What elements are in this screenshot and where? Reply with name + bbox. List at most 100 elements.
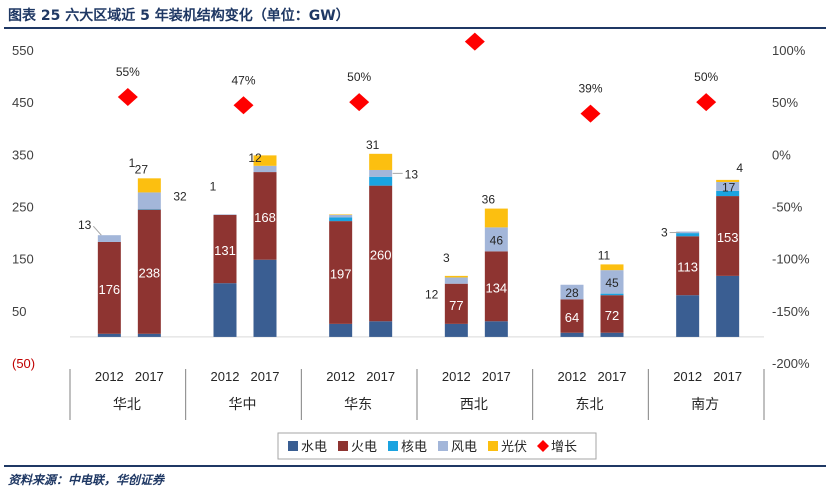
bar-segment-水电	[137, 333, 161, 337]
region-tick-label: 东北	[576, 397, 604, 413]
bar-segment-水电	[369, 321, 393, 337]
bar-data-label: 72	[605, 308, 619, 323]
region-tick-label: 华北	[113, 397, 141, 413]
bar-data-label: 64	[565, 310, 579, 325]
growth-data-label: 55%	[116, 65, 140, 79]
bar-segment-风电	[137, 192, 161, 210]
bar-segment-光伏	[253, 155, 277, 166]
growth-data-label: 50%	[694, 70, 718, 84]
bar-segment-水电	[676, 295, 700, 337]
bar-segment-核电	[369, 176, 393, 186]
bar-data-label: 27	[135, 162, 149, 176]
bar-data-label: 238	[138, 266, 160, 281]
legend-label: 核电	[401, 440, 427, 455]
legend-swatch	[488, 441, 498, 451]
bar-segment-水电	[444, 323, 468, 337]
bar-segment-风电	[329, 214, 353, 218]
bar-segment-风电	[560, 284, 584, 300]
legend-swatch	[288, 441, 298, 451]
bar-segment-火电	[369, 185, 393, 322]
year-tick-label: 2012	[442, 369, 471, 384]
year-tick-label: 2017	[482, 369, 511, 384]
growth-marker	[117, 87, 138, 106]
bar-data-label: 32	[173, 189, 187, 203]
bar-segment-风电	[444, 277, 468, 284]
year-tick-label: 2017	[713, 369, 742, 384]
legend-label: 水电	[301, 440, 327, 455]
growth-marker	[233, 96, 254, 115]
region-tick-label: 南方	[691, 397, 719, 413]
bar-segment-核电	[676, 233, 700, 237]
bar-segment-火电	[484, 251, 508, 322]
bar-segment-风电	[600, 270, 624, 294]
bar-segment-水电	[484, 321, 508, 337]
bar-segment-水电	[97, 333, 121, 337]
legend-swatch	[388, 441, 398, 451]
growth-marker	[464, 32, 485, 51]
bar-data-label: 13	[405, 167, 419, 181]
bar-segment-光伏	[444, 275, 468, 278]
bar-data-label: 46	[490, 233, 504, 247]
footer-rule	[4, 465, 826, 467]
right-axis-tick-label: 50%	[772, 95, 798, 110]
bar-data-label: 4	[736, 161, 743, 175]
year-tick-label: 2012	[558, 369, 587, 384]
bar-data-label: 13	[78, 218, 92, 232]
bar-segment-火电	[676, 236, 700, 296]
bar-data-label: 197	[330, 266, 352, 281]
bar-data-label: 1	[210, 179, 217, 193]
growth-marker	[349, 93, 370, 112]
growth-data-label: 50%	[347, 70, 371, 84]
bar-segment-核电	[137, 209, 161, 210]
bar-segment-光伏	[484, 208, 508, 228]
bar-data-label: 31	[366, 138, 380, 152]
year-tick-label: 2012	[95, 369, 124, 384]
bar-segment-风电	[716, 181, 740, 191]
legend-swatch	[338, 441, 348, 451]
right-axis-tick-label: 100%	[772, 43, 806, 58]
bar-segment-水电	[329, 323, 353, 337]
growth-marker	[580, 104, 601, 123]
bar-segment-火电	[213, 214, 237, 284]
bar-segment-风电	[676, 231, 700, 234]
bar-segment-火电	[716, 196, 740, 276]
bar-segment-核电	[600, 293, 624, 296]
year-tick-label: 2012	[211, 369, 240, 384]
source-note: 资料来源：中电联，华创证券	[8, 473, 165, 487]
bar-segment-火电	[253, 172, 277, 260]
bar-segment-水电	[253, 259, 277, 337]
installed-capacity-chart: 550 450 350 250 150 50 (50) 100% 50% 0% -50% -100% -…	[12, 32, 810, 460]
bar-segment-水电	[213, 283, 237, 337]
bar-segment-光伏	[137, 178, 161, 193]
legend-label: 光伏	[501, 440, 527, 455]
bar-segment-风电	[369, 169, 393, 177]
bar-segment-光伏	[600, 264, 624, 271]
bar-data-label: 12	[425, 288, 439, 302]
bar-segment-水电	[716, 275, 740, 337]
figure-header: 图表 25 六大区域近 5 年装机结构变化（单位：GW）	[0, 0, 829, 28]
left-axis-tick-label: 450	[12, 95, 34, 110]
bar-segment-风电	[253, 165, 277, 173]
right-axis-tick-label: -200%	[772, 356, 810, 371]
bar-segment-风电	[97, 235, 121, 242]
bar-segment-火电	[560, 299, 584, 333]
growth-marker	[696, 93, 717, 112]
right-axis-tick-label: -150%	[772, 304, 810, 319]
bar-segment-核电	[716, 190, 740, 197]
year-tick-label: 2017	[366, 369, 395, 384]
left-axis-tick-label: 550	[12, 43, 34, 58]
bar-segment-光伏	[329, 214, 353, 215]
bar-data-label: 3	[443, 251, 450, 265]
bar-data-label: 36	[482, 193, 496, 207]
bar-segment-核电	[329, 217, 353, 222]
bar-data-label: 3	[661, 226, 668, 240]
year-tick-label: 2017	[251, 369, 280, 384]
bar-data-label: 12	[248, 151, 262, 165]
bar-data-label: 77	[449, 298, 463, 313]
bar-data-label: 168	[254, 210, 276, 225]
bar-data-label: 260	[370, 247, 392, 262]
year-tick-label: 2012	[673, 369, 702, 384]
year-tick-label: 2017	[135, 369, 164, 384]
left-axis-tick-label: 150	[12, 252, 34, 267]
bar-data-label: 11	[598, 248, 611, 262]
